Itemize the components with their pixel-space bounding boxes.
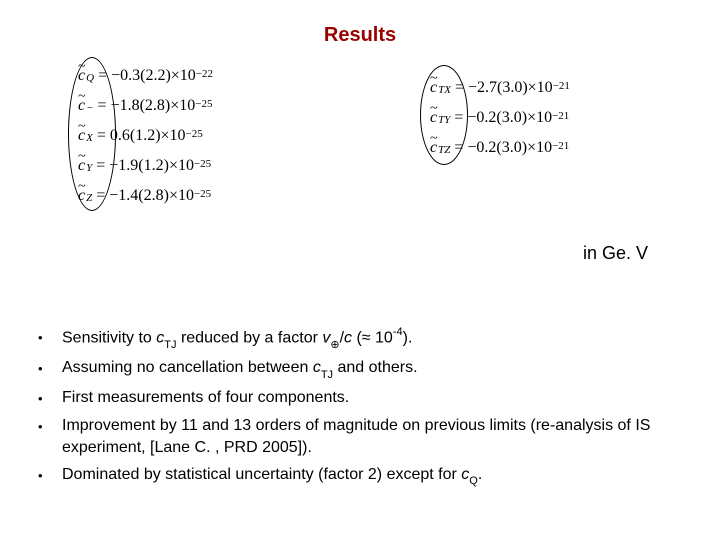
- equation-rhs: = −1.4(2.8)×10: [92, 187, 194, 205]
- equation-subscript: TX: [438, 84, 451, 96]
- equation-exponent: −21: [552, 140, 569, 152]
- equation-rhs: = −2.7(3.0)×10: [451, 79, 553, 97]
- bullet-text: Sensitivity to cTJ reduced by a factor v…: [62, 326, 688, 351]
- equation-row-left-3: ~cY = −1.9(1.2)×10−25: [78, 151, 213, 181]
- equation-exponent: −25: [194, 158, 211, 170]
- c-tilde-symbol: ~c: [78, 157, 85, 175]
- equation-subscript: Y: [86, 162, 92, 174]
- bullet-marker: •: [38, 326, 62, 347]
- equation-exponent: −25: [195, 98, 212, 110]
- bullet-marker: •: [38, 415, 62, 436]
- equation-subscript: TZ: [438, 144, 450, 156]
- equation-exponent: −25: [194, 188, 211, 200]
- equation-row-left-0: ~cQ = −0.3(2.2)×10−22: [78, 61, 213, 91]
- bullet-text: Assuming no cancellation between cTJ and…: [62, 357, 688, 381]
- bullet-marker: •: [38, 387, 62, 408]
- equation-row-left-2: ~cX = 0.6(1.2)×10−25: [78, 121, 213, 151]
- equation-rhs: = 0.6(1.2)×10: [93, 127, 186, 145]
- bullet-marker: •: [38, 464, 62, 485]
- c-tilde-symbol: ~c: [78, 127, 85, 145]
- bullet-item-2: •First measurements of four components.: [38, 387, 688, 409]
- bullet-item-4: •Dominated by statistical uncertainty (f…: [38, 464, 688, 488]
- equation-row-left-1: ~c− = −1.8(2.8)×10−25: [78, 91, 213, 121]
- equation-subscript: −: [86, 102, 93, 114]
- equation-rhs: = −0.3(2.2)×10: [94, 67, 196, 85]
- equation-rhs: = −0.2(3.0)×10: [450, 109, 552, 127]
- bullet-text: Improvement by 11 and 13 orders of magni…: [62, 415, 688, 458]
- c-tilde-symbol: ~c: [78, 187, 85, 205]
- equation-subscript: Z: [86, 192, 92, 204]
- c-tilde-symbol: ~c: [430, 109, 437, 127]
- c-tilde-symbol: ~c: [430, 139, 437, 157]
- equation-subscript: TY: [438, 114, 450, 126]
- equation-rhs: = −1.8(2.8)×10: [94, 97, 196, 115]
- bullet-marker: •: [38, 357, 62, 378]
- equation-exponent: −21: [553, 80, 570, 92]
- unit-label: in Ge. V: [583, 243, 648, 264]
- equations-area: ~cQ = −0.3(2.2)×10−22~c− = −1.8(2.8)×10−…: [0, 57, 720, 277]
- equation-subscript: X: [86, 132, 93, 144]
- bullet-text: Dominated by statistical uncertainty (fa…: [62, 464, 688, 488]
- bullet-item-1: •Assuming no cancellation between cTJ an…: [38, 357, 688, 381]
- equation-row-left-4: ~cZ = −1.4(2.8)×10−25: [78, 181, 213, 211]
- c-tilde-symbol: ~c: [430, 79, 437, 97]
- equation-row-right-2: ~cTZ = −0.2(3.0)×10−21: [430, 133, 570, 163]
- bullet-text: First measurements of four components.: [62, 387, 688, 409]
- equation-row-right-1: ~cTY = −0.2(3.0)×10−21: [430, 103, 570, 133]
- equation-rhs: = −1.9(1.2)×10: [92, 157, 194, 175]
- equations-left-column: ~cQ = −0.3(2.2)×10−22~c− = −1.8(2.8)×10−…: [78, 61, 213, 211]
- bullet-list: •Sensitivity to cTJ reduced by a factor …: [38, 326, 688, 494]
- equation-exponent: −22: [196, 68, 213, 80]
- equation-exponent: −25: [186, 128, 203, 140]
- bullet-item-0: •Sensitivity to cTJ reduced by a factor …: [38, 326, 688, 351]
- c-tilde-symbol: ~c: [78, 97, 85, 115]
- bullet-item-3: •Improvement by 11 and 13 orders of magn…: [38, 415, 688, 458]
- equations-right-column: ~cTX = −2.7(3.0)×10−21~cTY = −0.2(3.0)×1…: [430, 73, 570, 163]
- equation-exponent: −21: [552, 110, 569, 122]
- equation-rhs: = −0.2(3.0)×10: [450, 139, 552, 157]
- equation-row-right-0: ~cTX = −2.7(3.0)×10−21: [430, 73, 570, 103]
- slide-title: Results: [0, 0, 720, 57]
- c-tilde-symbol: ~c: [78, 67, 85, 85]
- equation-subscript: Q: [86, 72, 94, 84]
